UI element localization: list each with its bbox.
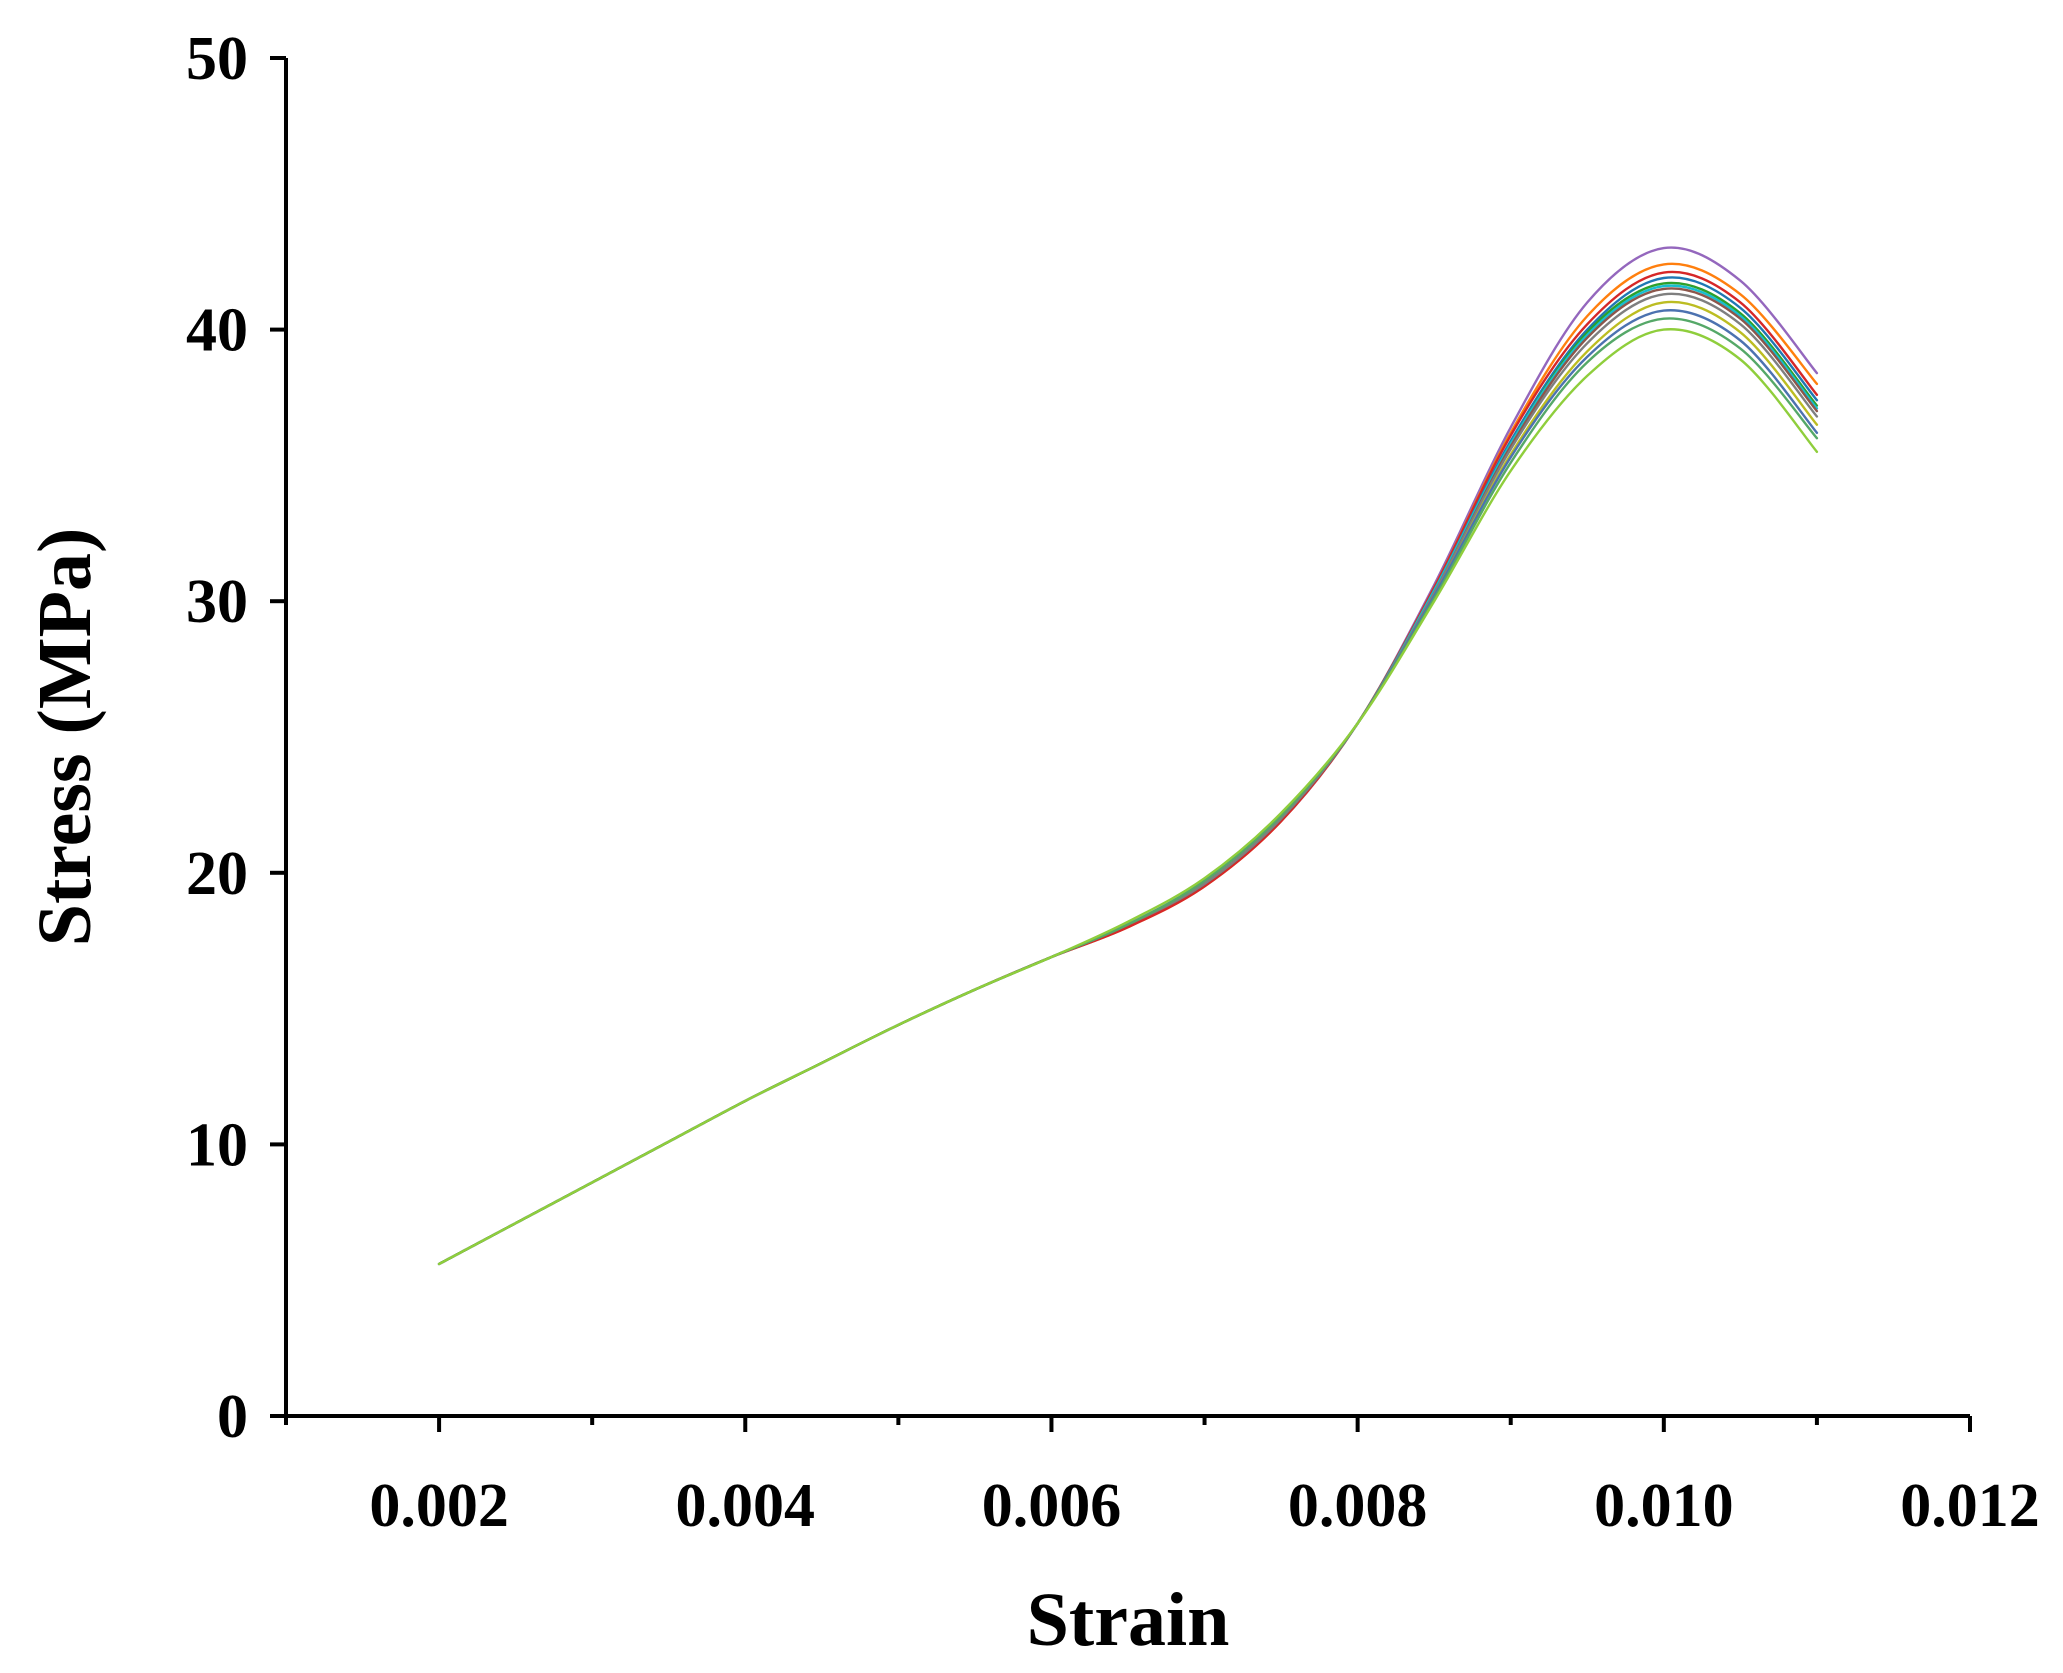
series-line-8 [437,292,1819,1266]
series-line-4 [437,276,1819,1266]
series-line-12 [437,328,1819,1266]
y-tick-label: 40 [186,297,248,365]
series-line-3 [437,270,1819,1266]
series-line-7 [437,287,1819,1266]
series-line-5 [437,281,1819,1266]
y-tick-label: 50 [186,25,248,93]
y-tick-label: 30 [186,568,248,636]
x-tick-label: 0.002 [369,1472,509,1540]
y-tick-label: 10 [186,1111,248,1179]
ticks-layer: 0.002 0.004 0.006 0.008 0.010 0.012 0 10 20 30 40 5… [186,25,2040,1540]
y-tick-label: 0 [217,1383,248,1451]
x-tick-label: 0.004 [676,1472,816,1540]
x-axis-title: Strain [1027,1578,1230,1662]
series-line-6 [437,284,1819,1266]
series-line-9 [437,300,1819,1266]
x-tick-label: 0.010 [1594,1472,1734,1540]
x-tick-label: 0.012 [1900,1472,2040,1540]
series-line-11 [437,317,1819,1266]
series-layer [437,246,1819,1266]
axes-layer [284,58,1970,1418]
x-tick-label: 0.006 [982,1472,1122,1540]
y-axis-title: Stress (MPa) [23,528,107,947]
series-line-10 [437,309,1819,1266]
series-line-1 [437,246,1819,1266]
series-line-2 [437,262,1819,1266]
y-tick-label: 20 [186,840,248,908]
x-tick-label: 0.008 [1288,1472,1428,1540]
